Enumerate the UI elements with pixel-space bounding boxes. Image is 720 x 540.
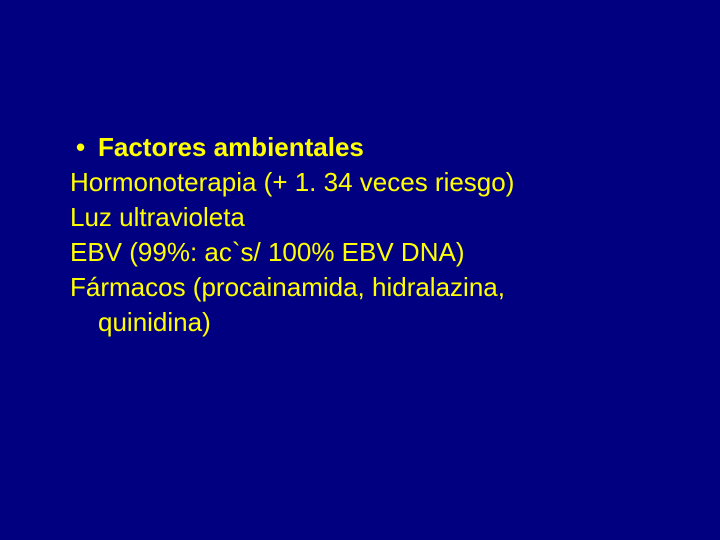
body-line-0: Hormonoterapia (+ 1. 34 veces riesgo) (70, 165, 650, 200)
bullet-text: Factores ambientales (98, 130, 364, 165)
body-line-2: EBV (99%: ac`s/ 100% EBV DNA) (70, 235, 650, 270)
bullet-dot: • (70, 130, 98, 165)
bullet-item: • Factores ambientales (70, 130, 650, 165)
body-line-1: Luz ultravioleta (70, 200, 650, 235)
slide: • Factores ambientales Hormonoterapia (+… (0, 0, 720, 540)
body-line-4: quinidina) (70, 305, 650, 340)
body-line-3: Fármacos (procainamida, hidralazina, (70, 270, 650, 305)
